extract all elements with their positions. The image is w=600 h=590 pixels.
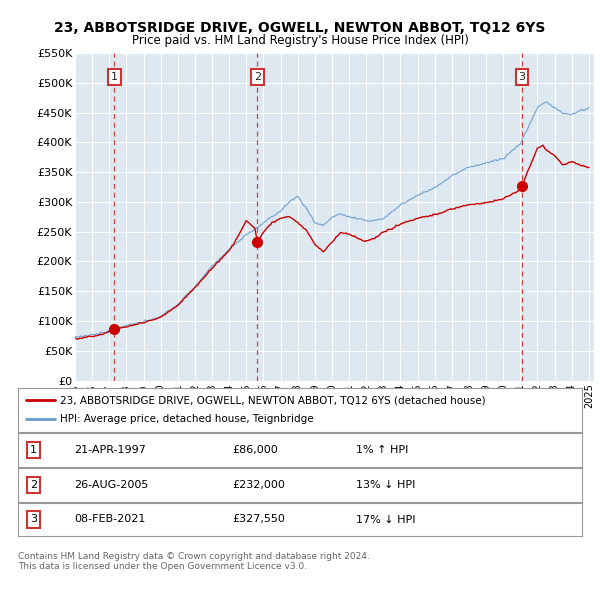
Text: £86,000: £86,000: [232, 445, 278, 455]
Text: 23, ABBOTSRIDGE DRIVE, OGWELL, NEWTON ABBOT, TQ12 6YS (detached house): 23, ABBOTSRIDGE DRIVE, OGWELL, NEWTON AB…: [60, 395, 486, 405]
Text: 23, ABBOTSRIDGE DRIVE, OGWELL, NEWTON ABBOT, TQ12 6YS: 23, ABBOTSRIDGE DRIVE, OGWELL, NEWTON AB…: [55, 21, 545, 35]
Text: HPI: Average price, detached house, Teignbridge: HPI: Average price, detached house, Teig…: [60, 415, 314, 424]
Text: 2: 2: [30, 480, 37, 490]
Text: This data is licensed under the Open Government Licence v3.0.: This data is licensed under the Open Gov…: [18, 562, 307, 571]
Text: 1: 1: [111, 72, 118, 82]
Text: 17% ↓ HPI: 17% ↓ HPI: [356, 514, 416, 525]
Text: 1% ↑ HPI: 1% ↑ HPI: [356, 445, 409, 455]
Text: 1: 1: [30, 445, 37, 455]
Text: Price paid vs. HM Land Registry's House Price Index (HPI): Price paid vs. HM Land Registry's House …: [131, 34, 469, 47]
Text: 13% ↓ HPI: 13% ↓ HPI: [356, 480, 416, 490]
Text: 26-AUG-2005: 26-AUG-2005: [74, 480, 149, 490]
Text: 3: 3: [518, 72, 526, 82]
Text: Contains HM Land Registry data © Crown copyright and database right 2024.: Contains HM Land Registry data © Crown c…: [18, 552, 370, 561]
Text: 2: 2: [254, 72, 261, 82]
Text: £232,000: £232,000: [232, 480, 285, 490]
Text: 3: 3: [30, 514, 37, 525]
Text: £327,550: £327,550: [232, 514, 285, 525]
Text: 21-APR-1997: 21-APR-1997: [74, 445, 146, 455]
Text: 08-FEB-2021: 08-FEB-2021: [74, 514, 146, 525]
